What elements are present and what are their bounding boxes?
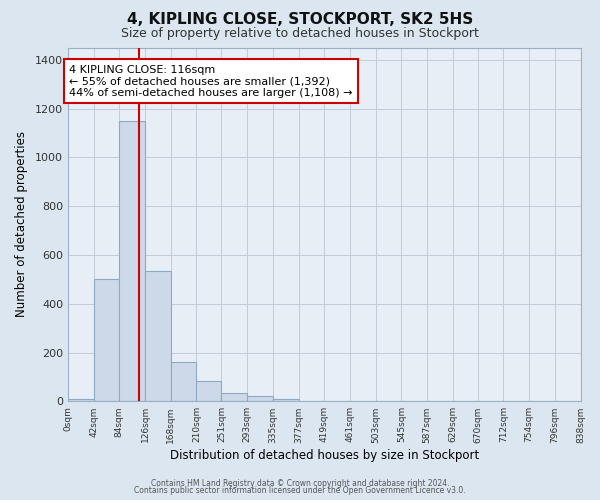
Bar (119, 120, 145, 402)
Bar (145, 271, 170, 402)
Text: Size of property relative to detached houses in Stockport: Size of property relative to detached ho… (121, 28, 479, 40)
Bar (68, 399, 94, 402)
Bar (170, 362, 196, 402)
Text: 4 KIPLING CLOSE: 116sqm
← 55% of detached houses are smaller (1,392)
44% of semi: 4 KIPLING CLOSE: 116sqm ← 55% of detache… (69, 64, 353, 98)
Bar (221, 393, 247, 402)
Y-axis label: Number of detached properties: Number of detached properties (15, 132, 28, 318)
Text: Contains HM Land Registry data © Crown copyright and database right 2024.: Contains HM Land Registry data © Crown c… (151, 478, 449, 488)
Bar (273, 399, 299, 402)
Bar (247, 396, 273, 402)
Bar (196, 381, 221, 402)
Text: Contains public sector information licensed under the Open Government Licence v3: Contains public sector information licen… (134, 486, 466, 495)
Text: 4, KIPLING CLOSE, STOCKPORT, SK2 5HS: 4, KIPLING CLOSE, STOCKPORT, SK2 5HS (127, 12, 473, 28)
Bar (94, 280, 119, 402)
X-axis label: Distribution of detached houses by size in Stockport: Distribution of detached houses by size … (170, 450, 479, 462)
